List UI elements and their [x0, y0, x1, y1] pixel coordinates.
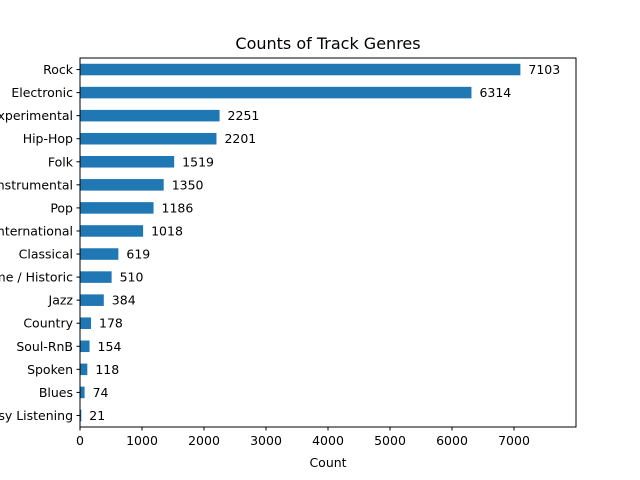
y-tick-label-4: Folk	[48, 154, 74, 169]
bar-14	[80, 386, 85, 399]
y-tick-label-2: Experimental	[0, 108, 73, 123]
bar-8	[80, 248, 119, 260]
data-label-12: 154	[98, 339, 122, 354]
data-label-4: 1519	[182, 154, 214, 169]
y-tick-label-3: Hip-Hop	[23, 131, 73, 146]
y-tick-label-9: Old-Time / Historic	[0, 270, 73, 285]
plot-area-frame	[79, 57, 577, 428]
y-tick-label-15: Easy Listening	[0, 408, 73, 423]
x-tick-label-7: 7000	[498, 433, 530, 448]
bar-11	[80, 317, 92, 329]
data-label-1: 6314	[479, 85, 511, 100]
y-tick-label-14: Blues	[39, 385, 73, 400]
data-label-2: 2251	[228, 108, 260, 123]
data-label-15: 21	[89, 408, 105, 423]
bar-10	[80, 294, 104, 306]
y-axis-ticks: Rock Electronic Experimental Hip-Hop Folk Ins…	[0, 62, 80, 423]
x-tick-label-3: 3000	[250, 433, 282, 448]
data-label-0: 7103	[528, 62, 560, 77]
bar-0	[80, 63, 521, 76]
x-tick-label-2: 2000	[188, 433, 220, 448]
bar-2	[80, 109, 220, 122]
y-tick-label-7: International	[0, 223, 73, 238]
y-tick-label-8: Classical	[19, 247, 73, 262]
data-label-5: 1350	[172, 177, 204, 192]
data-label-11: 178	[99, 316, 123, 331]
data-label-6: 1186	[162, 200, 194, 215]
bar-5	[80, 179, 164, 191]
x-axis-label: Count	[309, 455, 346, 470]
bar-6	[80, 202, 154, 214]
data-label-13: 118	[95, 362, 119, 377]
y-tick-label-13: Spoken	[27, 362, 73, 377]
data-label-9: 510	[120, 270, 144, 285]
x-axis-ticks: 0 1000 2000 3000 4000 5000 6000 7000	[76, 427, 530, 448]
bar-13	[80, 363, 88, 376]
x-tick-label-1: 1000	[126, 433, 158, 448]
chart-title: Counts of Track Genres	[235, 34, 420, 53]
data-label-14: 74	[93, 385, 109, 400]
data-label-8: 619	[126, 247, 150, 262]
x-tick-label-6: 6000	[436, 433, 468, 448]
bar-4	[80, 156, 175, 168]
bars-group	[80, 63, 521, 422]
y-tick-label-0: Rock	[43, 62, 74, 77]
y-tick-label-6: Pop	[50, 200, 73, 215]
data-label-3: 2201	[224, 131, 256, 146]
x-tick-label-5: 5000	[374, 433, 406, 448]
bar-7	[80, 225, 144, 237]
bar-3	[80, 132, 217, 145]
bar-1	[80, 86, 472, 99]
y-tick-label-10: Jazz	[48, 293, 74, 308]
data-label-10: 384	[112, 293, 136, 308]
y-tick-label-1: Electronic	[11, 85, 73, 100]
bar-15	[80, 409, 82, 422]
bar-9	[80, 271, 112, 283]
y-tick-label-12: Soul-RnB	[16, 339, 73, 354]
x-tick-label-0: 0	[76, 433, 84, 448]
y-tick-label-5: Instrumental	[0, 177, 73, 192]
data-label-7: 1018	[151, 223, 183, 238]
bar-12	[80, 340, 90, 353]
x-tick-label-4: 4000	[312, 433, 344, 448]
y-tick-label-11: Country	[23, 316, 73, 331]
